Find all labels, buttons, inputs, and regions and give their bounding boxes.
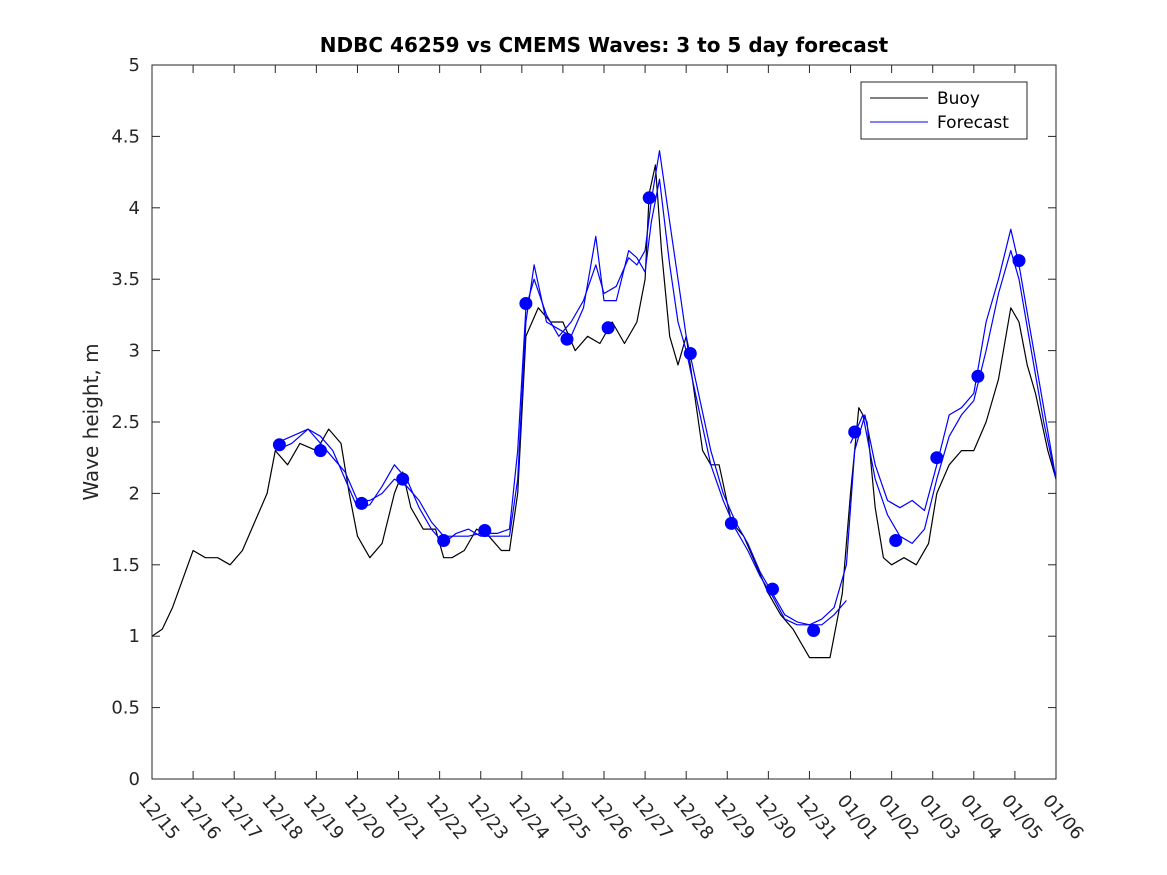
y-tick-label: 1 [129, 626, 140, 647]
legend-forecast-label: Forecast [937, 113, 1009, 133]
y-tick-label: 2.5 [111, 412, 140, 433]
legend-buoy-label: Buoy [937, 89, 980, 109]
forecast-marker-12 [766, 582, 779, 596]
y-tick-label: 1.5 [111, 555, 140, 576]
forecast-marker-11 [724, 516, 738, 530]
forecast-marker-5 [478, 524, 492, 537]
forecast-marker-9 [642, 191, 656, 205]
forecast-marker-4 [437, 534, 451, 547]
forecast-marker-7 [560, 332, 574, 346]
forecast-marker-10 [683, 347, 697, 360]
forecast-marker-6 [519, 297, 533, 310]
y-tick-label: 4.5 [111, 126, 140, 147]
y-tick-label: 5 [129, 55, 140, 76]
forecast-marker-17 [971, 369, 985, 383]
series-layer [151, 150, 1057, 659]
forecast-marker-14 [848, 425, 862, 439]
forecast-marker-0 [272, 438, 286, 452]
y-tick-label: 0 [129, 769, 140, 790]
plot-area [152, 65, 1056, 779]
legend: Buoy Forecast [860, 81, 1028, 140]
y-tick-label: 3.5 [111, 269, 140, 290]
y-tick-label: 4 [129, 198, 140, 219]
forecast-marker-8 [601, 321, 615, 335]
forecast-marker-1 [314, 444, 327, 458]
forecast-run-3-line [849, 250, 1057, 545]
legend-box [860, 81, 1028, 140]
y-tick-label: 0.5 [111, 698, 140, 719]
forecast-marker-18 [1012, 254, 1026, 268]
forecast-marker-3 [396, 472, 410, 486]
y-tick-label: 3 [129, 341, 140, 362]
forecast-marker-2 [355, 496, 369, 510]
forecast-marker-13 [807, 624, 821, 637]
forecast-marker-15 [889, 534, 903, 547]
y-axis-label: Wave height, m [79, 343, 103, 500]
forecast-line [275, 150, 1057, 626]
forecast-marker-16 [930, 451, 944, 465]
y-tick-label: 2 [129, 483, 140, 504]
forecast-run-2-line [275, 178, 847, 626]
chart-title: NDBC 46259 vs CMEMS Waves: 3 to 5 day fo… [320, 33, 889, 57]
